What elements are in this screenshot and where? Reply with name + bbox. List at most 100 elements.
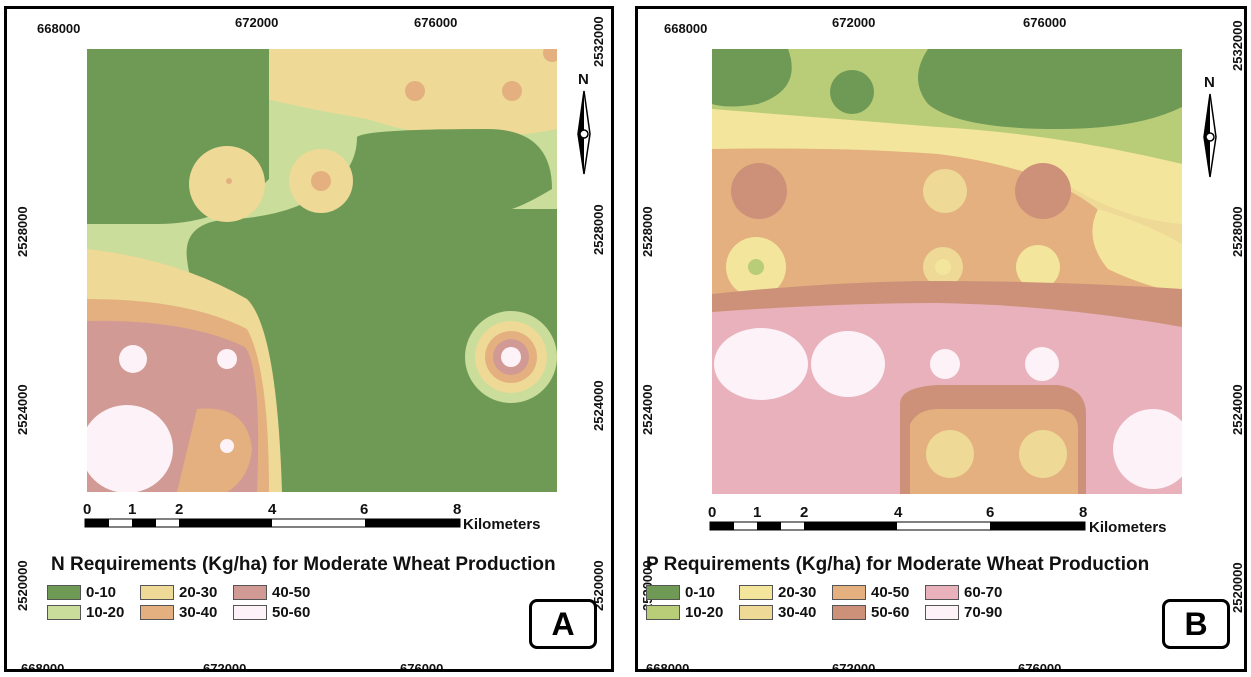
scale-label-0: 0 [708,504,716,521]
map-a-right-tick-3: 2524000 [591,380,606,431]
zone-50-60-spot [1015,163,1071,219]
zone-70-90-spot [1025,347,1059,381]
north-label: N [578,71,589,88]
zone-50-60-spot [119,345,147,373]
legend-item: 20-30 [140,584,233,601]
map-a-title: N Requirements (Kg/ha) for Moderate Whea… [51,554,556,575]
scale-label-0: 0 [83,501,91,518]
legend-label: 40-50 [272,584,311,601]
zone-50-60-spot [220,439,234,453]
map-a-left-tick-3: 2520000 [15,560,30,611]
map-b-top-tick-2: 672000 [832,15,875,30]
zone-0-10-northwest [712,49,792,107]
zone-30-40-spot [1019,430,1067,478]
scale-unit: Kilometers [463,516,541,533]
map-b-title: P Requirements (Kg/ha) for Moderate Whea… [646,554,1150,575]
map-b-bottom-tick-2: 672000 [832,661,875,669]
legend-label: 60-70 [964,584,1003,601]
scale-label-1: 1 [128,501,136,518]
legend-item: 50-60 [233,604,326,621]
zone-30-40-spot [502,81,522,101]
legend-swatch [140,605,174,620]
map-a-canvas: 668000 672000 676000 668000 672000 67600… [15,15,606,669]
legend-label: 0-10 [685,584,716,601]
map-b-legend: 0-10 20-30 40-50 60-70 10-20 30-40 50-60… [646,584,1018,621]
legend-swatch [832,605,866,620]
legend-swatch [140,585,174,600]
legend-swatch [925,585,959,600]
map-a-raster [87,49,557,492]
legend-swatch [233,605,267,620]
scale-label-8: 8 [453,501,461,518]
zone-30-40-spot [923,169,967,213]
scale-label-4: 4 [894,504,903,521]
map-b-top-tick-3: 676000 [1023,15,1066,30]
legend-label: 50-60 [871,604,910,621]
legend-item: 30-40 [739,604,832,621]
scale-label-2: 2 [800,504,808,521]
zone-50-60-southwest [87,405,173,492]
legend-label: 20-30 [778,584,817,601]
map-a-badge: A [529,599,597,649]
legend-label: 40-50 [871,584,910,601]
map-b-raster [712,49,1182,494]
scale-bar: 0 1 2 4 6 8 Kilometers [708,504,1167,536]
scale-unit: Kilometers [1089,519,1167,536]
scale-label-4: 4 [268,501,277,518]
legend-swatch [739,585,773,600]
zone-0-10-central [186,129,557,492]
map-a-top-tick-3: 676000 [414,15,457,30]
legend-item: 10-20 [646,604,739,621]
map-b-bottom-tick-3: 676000 [1018,661,1061,669]
legend-item: 0-10 [47,584,140,601]
zone-20-30-east [1092,209,1182,294]
zone-30-40-spot [311,171,331,191]
scale-bar: 0 1 2 4 6 8 Kilometers [83,501,541,533]
scale-label-8: 8 [1079,504,1087,521]
legend-label: 0-10 [86,584,117,601]
legend-item: 20-30 [739,584,832,601]
legend-label: 20-30 [179,584,218,601]
scale-label-2: 2 [175,501,183,518]
scale-label-1: 1 [753,504,761,521]
legend-swatch [925,605,959,620]
map-b-left-tick-2: 2524000 [640,384,655,435]
map-a-left-tick-1: 2528000 [15,206,30,257]
legend-item: 10-20 [47,604,140,621]
map-panel-b: 668000 672000 676000 668000 672000 67600… [635,6,1247,672]
zone-30-40-spot [543,49,557,62]
zone-30-40-inner [177,408,252,492]
map-a-top-tick-1: 668000 [37,21,80,36]
zone-70-90-spot [714,328,808,400]
zone-70-90-spot [930,349,960,379]
zone-70-90-spot [1113,409,1182,489]
map-b-top-tick-1: 668000 [664,21,707,36]
legend-swatch [47,585,81,600]
map-b-right-tick-3: 2524000 [1230,384,1244,435]
map-b-right-tick-2: 2528000 [1230,206,1244,257]
zone-30-40-spot [926,430,974,478]
north-arrow-icon: N [1203,74,1217,178]
legend-item: 60-70 [925,584,1018,601]
map-a-bottom-tick-1: 668000 [21,661,64,669]
map-a-right-tick-2: 2528000 [591,204,606,255]
map-a-top-tick-2: 672000 [235,15,278,30]
map-a-legend: 0-10 20-30 40-50 10-20 30-40 50-60 [47,584,326,621]
scale-label-6: 6 [986,504,994,521]
legend-item: 50-60 [832,604,925,621]
legend-label: 30-40 [778,604,817,621]
map-b-right-tick-1: 2532000 [1230,20,1244,71]
zone-50-60-spot [501,347,521,367]
scale-label-6: 6 [360,501,368,518]
legend-item: 30-40 [140,604,233,621]
legend-swatch [739,605,773,620]
map-a-left-tick-2: 2524000 [15,384,30,435]
map-a-right-tick-4: 2520000 [591,560,606,611]
zone-0-10-spot [830,70,874,114]
map-b-bottom-tick-1: 668000 [646,661,689,669]
legend-label: 30-40 [179,604,218,621]
map-b-right-tick-4: 2520000 [1230,562,1244,613]
legend-item: 70-90 [925,604,1018,621]
legend-label: 10-20 [685,604,724,621]
legend-label: 50-60 [272,604,311,621]
